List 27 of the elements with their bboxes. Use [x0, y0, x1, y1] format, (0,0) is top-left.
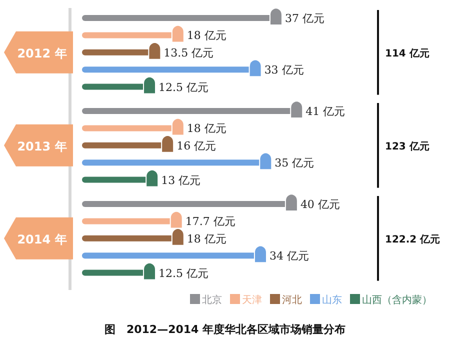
text: 图 2012—2014 年度华北各区域市场销量分布 — [104, 323, 346, 336]
data-label: 33 亿元 — [264, 64, 304, 77]
text: 123 亿元 — [385, 141, 430, 152]
legend-label: 山西（含内蒙） — [362, 294, 432, 306]
data-label: 12.5 亿元 — [158, 80, 209, 94]
legend-label: 北京 — [202, 294, 222, 306]
data-label: 12.5 亿元 — [158, 266, 209, 280]
legend-label: 山东 — [322, 294, 342, 306]
data-label: 18 亿元 — [186, 232, 226, 246]
data-label: 13.5 亿元 — [164, 46, 214, 60]
data-label: 40 亿元 — [300, 198, 340, 211]
data-label: 16 亿元 — [176, 139, 216, 152]
data-label: 18 亿元 — [186, 29, 226, 42]
data-label: 17.7 亿元 — [185, 215, 236, 228]
data-label: 34 亿元 — [269, 250, 309, 263]
data-label: 41 亿元 — [306, 105, 346, 118]
data-label: 35 亿元 — [274, 156, 314, 170]
data-label: 18 亿元 — [186, 122, 226, 136]
text: 122.2 亿元 — [385, 234, 440, 246]
y-tick-label: 2012 年 — [17, 46, 67, 60]
data-label: 13 亿元 — [161, 174, 201, 187]
legend-label: 天津 — [242, 294, 262, 306]
text: 114 亿元 — [385, 48, 430, 60]
data-label: 37 亿元 — [284, 12, 324, 25]
y-tick-label: 2013 年 — [17, 139, 67, 154]
legend-label: 河北 — [282, 294, 302, 306]
y-tick-label: 2014 年 — [17, 232, 67, 246]
